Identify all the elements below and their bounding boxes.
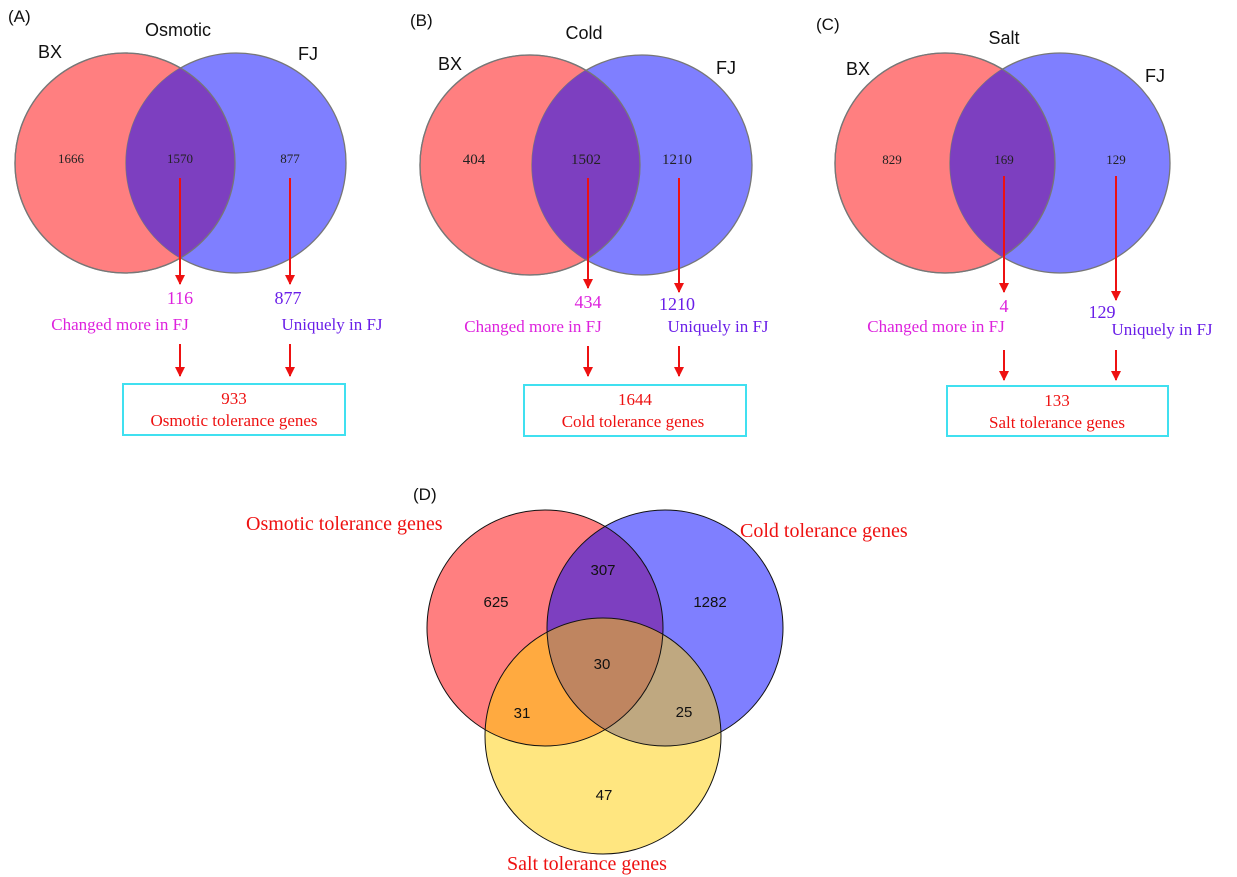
panel-c-changed-count: 4: [1000, 296, 1009, 316]
panel-b-total: 1644: [618, 390, 653, 409]
panel-b-changed-count: 434: [575, 292, 602, 312]
panel-c-title: Salt: [988, 28, 1019, 48]
panel-b-title: Cold: [565, 23, 602, 43]
panel-b-both: 1502: [571, 152, 601, 168]
panel-d-only-cold: 1282: [693, 594, 726, 611]
panel-c-unique-label: Uniquely in FJ: [1111, 320, 1212, 339]
panel-d-all-three-count: 30: [594, 656, 611, 673]
panel-d-tag: (D): [413, 485, 437, 504]
panel-d-osmotic-cold-count: 307: [590, 562, 615, 579]
panel-a-only-bx: 1666: [58, 151, 85, 166]
panel-b: (B) Cold BX FJ 404 1502 1210 434 Changed…: [410, 11, 769, 436]
panel-b-unique-label: Uniquely in FJ: [667, 317, 768, 336]
panel-c-fj-label: FJ: [1145, 66, 1165, 86]
panel-b-unique-count: 1210: [659, 294, 695, 314]
panel-a-total-label: Osmotic tolerance genes: [150, 411, 317, 430]
panel-b-only-bx: 404: [463, 152, 486, 168]
panel-d-only-salt: 47: [596, 787, 613, 804]
panel-d-osmotic-label: Osmotic tolerance genes: [246, 513, 443, 535]
panel-b-changed-label: Changed more in FJ: [464, 317, 602, 336]
panel-d: (D) Osmotic tolerance genes Cold toleran…: [246, 485, 908, 875]
panel-c-only-bx: 829: [882, 152, 902, 167]
panel-b-fj-label: FJ: [716, 58, 736, 78]
panel-c-total: 133: [1044, 391, 1070, 410]
panel-c-both: 169: [994, 152, 1014, 167]
panel-a-tag: (A): [8, 7, 31, 26]
panel-a-both: 1570: [167, 151, 193, 166]
panel-a-title: Osmotic: [145, 20, 211, 40]
panel-d-osmotic-salt-count: 31: [514, 705, 531, 722]
panel-b-only-fj: 1210: [662, 152, 692, 168]
panel-a-only-fj: 877: [280, 151, 300, 166]
panel-b-total-label: Cold tolerance genes: [562, 412, 705, 431]
panel-c-unique-count: 129: [1089, 302, 1116, 322]
panel-c-bx-label: BX: [846, 59, 870, 79]
panel-a-total: 933: [221, 389, 247, 408]
panel-a-changed-label: Changed more in FJ: [51, 315, 189, 334]
panel-b-bx-label: BX: [438, 54, 462, 74]
panel-d-only-osmotic: 625: [483, 594, 508, 611]
panel-c-total-label: Salt tolerance genes: [989, 413, 1125, 432]
panel-d-cold-label: Cold tolerance genes: [740, 520, 908, 542]
panel-b-tag: (B): [410, 11, 433, 30]
panel-a-unique-label: Uniquely in FJ: [281, 315, 382, 334]
panel-c-only-fj: 129: [1106, 152, 1126, 167]
panel-d-cold-salt-count: 25: [676, 704, 693, 721]
panel-a-fj-label: FJ: [298, 44, 318, 64]
panel-a-bx-label: BX: [38, 42, 62, 62]
panel-c: (C) Salt BX FJ 829 169 129 4 Changed mor…: [816, 15, 1213, 436]
panel-c-tag: (C): [816, 15, 840, 34]
panel-d-salt-label: Salt tolerance genes: [507, 853, 667, 875]
panel-a-changed-count: 116: [167, 288, 193, 308]
panel-a: (A) Osmotic BX FJ 1666 1570 877 116 Chan…: [8, 7, 383, 435]
panel-c-changed-label: Changed more in FJ: [867, 317, 1005, 336]
panel-a-unique-count: 877: [275, 288, 302, 308]
